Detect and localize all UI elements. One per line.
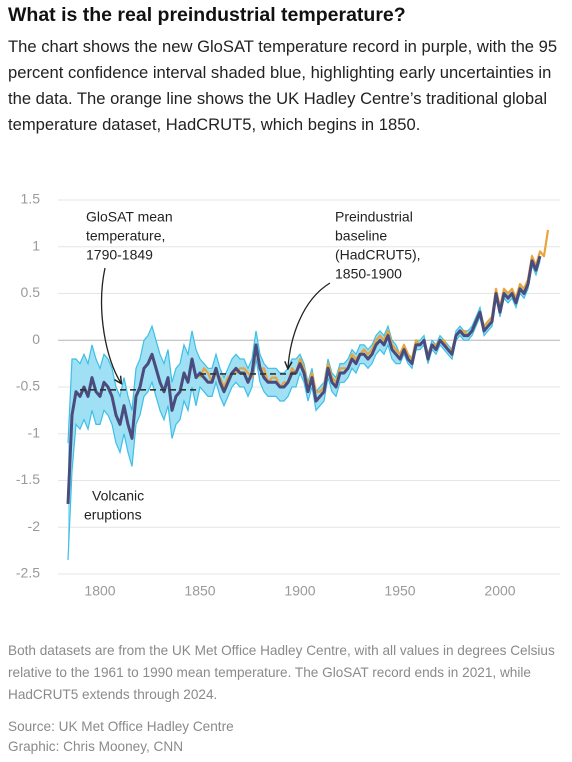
title: What is the real preindustrial temperatu… <box>8 4 406 26</box>
source: Source: UK Met Office Hadley Centre Grap… <box>8 717 234 757</box>
x-tick-label: 2000 <box>484 583 515 599</box>
plot <box>66 229 550 561</box>
band-upper-edge <box>67 251 541 444</box>
subtitle: The chart shows the new GloSAT temperatu… <box>8 37 558 134</box>
y-tick-label: -1.5 <box>16 471 40 487</box>
annotation-text: 1850-1900 <box>335 266 402 282</box>
annotation-text: Preindustrial <box>335 209 413 225</box>
x-tick-label: 1950 <box>384 583 415 599</box>
y-tick-label: -2.5 <box>16 565 40 581</box>
source-line: Graphic: Chris Mooney, CNN <box>8 739 184 754</box>
annotation-text: temperature, <box>86 228 165 244</box>
footnote: Both datasets are from the UK Met Office… <box>8 643 555 702</box>
glosat-line <box>66 255 542 504</box>
annotation-arrow <box>100 267 121 383</box>
annotation-text: baseline <box>335 228 387 244</box>
annotation-text: (HadCRUT5), <box>335 247 421 263</box>
band-lower-edge <box>67 260 541 561</box>
y-tick-label: -2 <box>28 518 41 534</box>
y-tick-label: 1 <box>32 237 40 253</box>
confidence-band <box>68 251 540 560</box>
source-line: Source: UK Met Office Hadley Centre <box>8 719 234 734</box>
annotation-text: eruptions <box>84 507 142 523</box>
x-tick-label: 1800 <box>84 583 115 599</box>
annotation-text: Volcanic <box>92 488 144 504</box>
annotation-arrow <box>288 282 331 368</box>
annotations: GloSAT mean temperature, 1790-1849 Prein… <box>80 209 421 523</box>
annotation-text: GloSAT mean <box>86 209 173 225</box>
y-tick-label: 0 <box>32 331 40 347</box>
y-tick-label: 0.5 <box>21 284 41 300</box>
y-tick-label: -1 <box>28 424 41 440</box>
annotation-text: 1790-1849 <box>86 247 153 263</box>
x-tick-label: 1850 <box>184 583 215 599</box>
x-tick-label: 1900 <box>284 583 315 599</box>
grid: 1.5 1 0.5 0 -0.5 -1 -1.5 -2 -2.5 1800 1850 1900 1950… <box>16 191 560 599</box>
y-tick-label: -0.5 <box>16 378 40 394</box>
y-tick-label: 1.5 <box>21 191 41 207</box>
